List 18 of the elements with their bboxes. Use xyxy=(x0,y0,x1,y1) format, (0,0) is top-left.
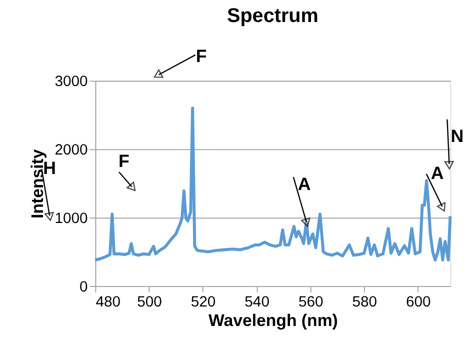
x-tick-label: 600 xyxy=(406,294,431,310)
x-tick-label: 520 xyxy=(190,294,216,310)
annotation: A xyxy=(298,174,311,194)
x-tick-label: 500 xyxy=(137,294,162,310)
y-tick-label: 1000 xyxy=(54,211,88,228)
text: F xyxy=(196,46,207,66)
x-tick-label: 480 xyxy=(96,294,120,310)
chart-title: Spectrum xyxy=(226,5,318,28)
x-axis-title: Wavelengh (nm) xyxy=(208,311,338,330)
y-tick-label: 2000 xyxy=(54,142,88,159)
y-tick-label: 0 xyxy=(79,279,88,296)
text: N xyxy=(450,126,464,146)
x-tick-label: 580 xyxy=(352,294,378,310)
annotation: A xyxy=(430,162,444,183)
y-tick-label: 3000 xyxy=(54,74,88,90)
x-tick-label: 540 xyxy=(244,294,270,310)
annotation: F xyxy=(118,151,130,172)
x-tick-label: 560 xyxy=(298,294,324,310)
